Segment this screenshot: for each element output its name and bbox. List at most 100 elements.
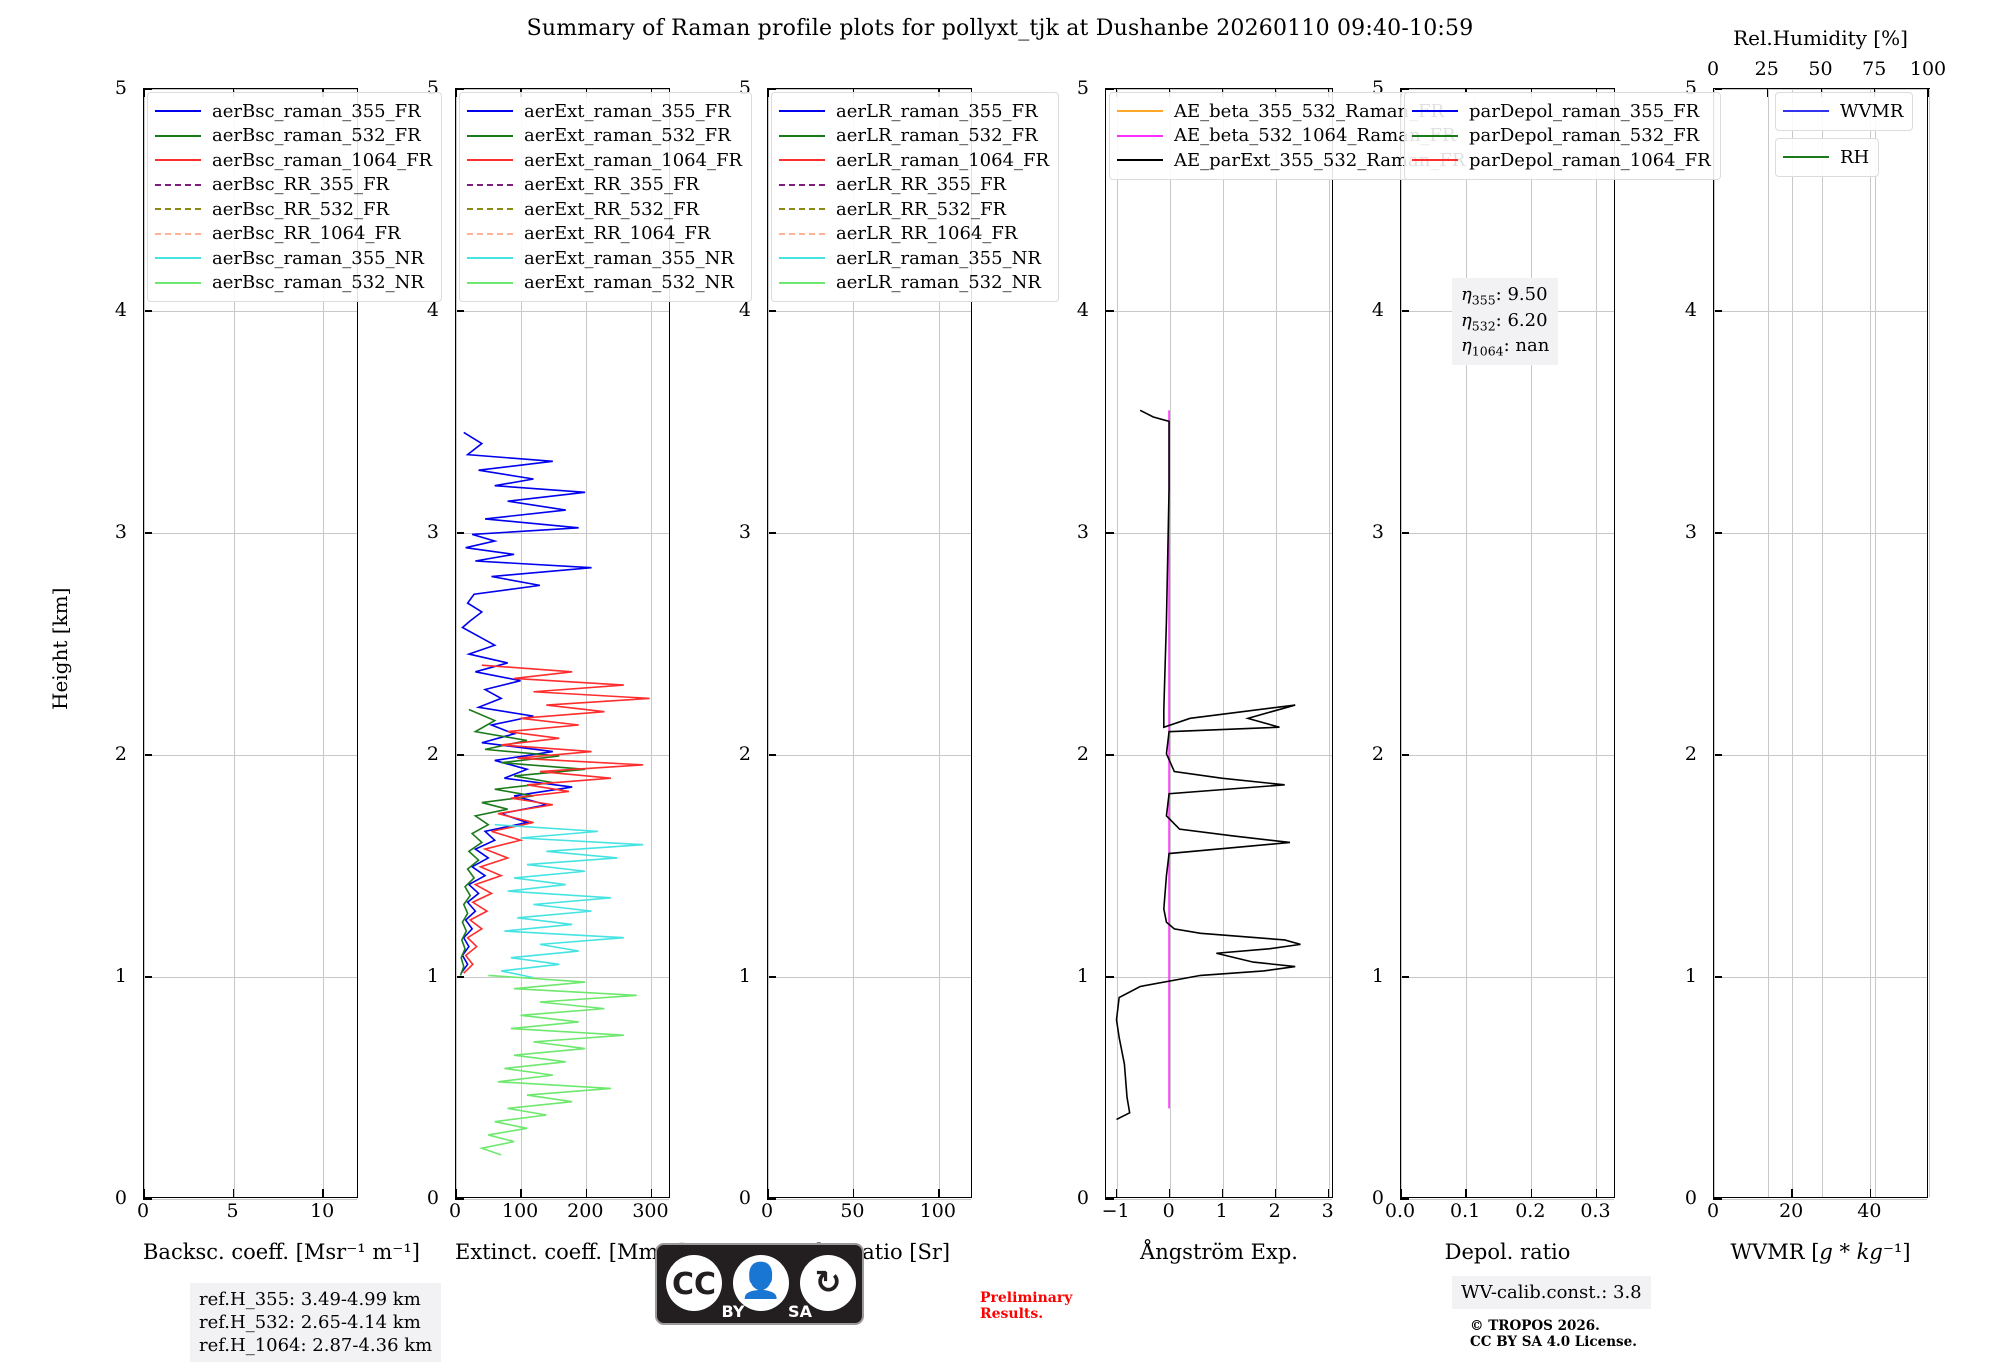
legend-item[interactable]: aerLR_raman_355_FR bbox=[779, 99, 1049, 124]
gridline-vertical bbox=[1821, 89, 1823, 1197]
gridline-horizontal bbox=[1106, 89, 1332, 90]
gridline-horizontal bbox=[1401, 755, 1614, 756]
legend-swatch-icon bbox=[467, 232, 513, 235]
legend-label: aerLR_raman_532_FR bbox=[836, 125, 1038, 147]
legend-item[interactable]: aerLR_raman_532_FR bbox=[779, 124, 1049, 149]
legend-swatch-icon bbox=[1117, 134, 1163, 137]
legend-item[interactable]: WVMR bbox=[1783, 99, 1903, 124]
legend-item[interactable]: aerLR_RR_355_FR bbox=[779, 173, 1049, 198]
legend-item[interactable]: aerLR_raman_532_NR bbox=[779, 271, 1049, 296]
legend-item[interactable]: aerExt_raman_355_FR bbox=[467, 99, 742, 124]
legend-item[interactable]: aerExt_RR_532_FR bbox=[467, 197, 742, 222]
rh-tick bbox=[1928, 88, 1930, 97]
by-icon: 👤 bbox=[733, 1255, 789, 1311]
x-tick bbox=[1115, 1189, 1118, 1198]
legend-item[interactable]: AE_beta_532_1064_Raman_FR bbox=[1117, 124, 1465, 149]
legend-item[interactable]: aerBsc_RR_1064_FR bbox=[155, 222, 432, 247]
legend-item[interactable]: aerLR_raman_355_NR bbox=[779, 246, 1049, 271]
legend-item[interactable]: parDepol_raman_1064_FR bbox=[1412, 148, 1711, 173]
gridline-vertical bbox=[1275, 89, 1277, 1197]
x-tick bbox=[1595, 1189, 1598, 1198]
y-tick-label: 4 bbox=[738, 299, 751, 321]
y-tick bbox=[1105, 310, 1114, 312]
legend-item[interactable]: parDepol_raman_355_FR bbox=[1412, 99, 1711, 124]
legend-item[interactable]: aerBsc_raman_532_FR bbox=[155, 124, 432, 149]
y-tick bbox=[767, 754, 776, 756]
legend-swatch-icon bbox=[155, 257, 201, 260]
y-tick-label: 3 bbox=[114, 521, 127, 543]
gridline-horizontal bbox=[1106, 311, 1332, 312]
legend-item[interactable]: aerLR_RR_532_FR bbox=[779, 197, 1049, 222]
legend-item[interactable]: aerExt_RR_355_FR bbox=[467, 173, 742, 198]
eta-row-355: η355: 9.50 bbox=[1461, 284, 1548, 308]
legend-item[interactable]: aerBsc_RR_355_FR bbox=[155, 173, 432, 198]
rh-tick-label: 50 bbox=[1808, 58, 1833, 80]
legend-depol-ratio[interactable]: parDepol_raman_355_FR parDepol_raman_532_… bbox=[1404, 92, 1721, 180]
legend-item[interactable]: RH bbox=[1783, 145, 1869, 170]
legend-item[interactable]: AE_parExt_355_532_Raman_FR bbox=[1117, 148, 1465, 173]
x-tick bbox=[1530, 1189, 1533, 1198]
y-tick-label: 2 bbox=[1076, 743, 1089, 765]
legend-label: aerLR_raman_532_NR bbox=[836, 272, 1041, 294]
x-tick-label: 5 bbox=[226, 1200, 239, 1222]
by-icon-glyph: 👤 bbox=[739, 1261, 783, 1301]
legend-item[interactable]: aerBsc_raman_355_NR bbox=[155, 246, 432, 271]
gridline-horizontal bbox=[1714, 755, 1927, 756]
y-tick bbox=[1713, 532, 1722, 534]
y-tick-label: 0 bbox=[1076, 1187, 1089, 1209]
y-tick-label: 0 bbox=[738, 1187, 751, 1209]
y-tick bbox=[767, 1198, 776, 1200]
y-tick bbox=[767, 532, 776, 534]
y-tick bbox=[455, 976, 464, 978]
legend-swatch-icon bbox=[467, 257, 513, 260]
cc-by-label: BY bbox=[721, 1302, 745, 1321]
legend-swatch-icon bbox=[1117, 110, 1163, 113]
legend-item[interactable]: aerBsc_RR_532_FR bbox=[155, 197, 432, 222]
legend-backscatter[interactable]: aerBsc_raman_355_FR aerBsc_raman_532_FR ae… bbox=[147, 92, 443, 302]
legend-swatch-icon bbox=[155, 183, 201, 186]
legend-item[interactable]: aerExt_raman_355_NR bbox=[467, 246, 742, 271]
x-tick-label: 20 bbox=[1779, 1200, 1804, 1222]
legend-item[interactable]: aerBsc_raman_532_NR bbox=[155, 271, 432, 296]
rh-axis-title: Rel.Humidity [%] bbox=[1733, 26, 1908, 50]
x-tick-label: 0.3 bbox=[1580, 1200, 1611, 1222]
legend-rh[interactable]: RH bbox=[1775, 138, 1880, 177]
legend-item[interactable]: aerExt_raman_532_FR bbox=[467, 124, 742, 149]
y-tick bbox=[1713, 88, 1722, 90]
gridline-horizontal bbox=[144, 89, 357, 90]
series-line bbox=[460, 431, 592, 974]
y-tick bbox=[767, 88, 776, 90]
legend-lidar-ratio[interactable]: aerLR_raman_355_FR aerLR_raman_532_FR aerL… bbox=[771, 92, 1060, 302]
gridline-vertical bbox=[323, 89, 325, 1197]
legend-swatch-icon bbox=[467, 159, 513, 162]
legend-item[interactable]: aerBsc_raman_355_FR bbox=[155, 99, 432, 124]
legend-label: aerExt_RR_355_FR bbox=[524, 174, 700, 196]
gridline-vertical bbox=[1401, 89, 1402, 1197]
legend-item[interactable]: aerExt_raman_532_NR bbox=[467, 271, 742, 296]
y-tick-label: 4 bbox=[1684, 299, 1697, 321]
legend-extinction[interactable]: aerExt_raman_355_FR aerExt_raman_532_FR ae… bbox=[459, 92, 753, 302]
x-tick bbox=[1869, 1189, 1872, 1198]
legend-label: aerExt_RR_532_FR bbox=[524, 198, 700, 220]
legend-label: aerLR_raman_355_FR bbox=[836, 100, 1038, 122]
eta-sub-355: 355 bbox=[1471, 292, 1496, 308]
legend-label: aerBsc_raman_355_NR bbox=[212, 247, 424, 269]
legend-item[interactable]: AE_beta_355_532_Raman_FR bbox=[1117, 99, 1465, 124]
wv-calib-box: WV-calib.const.: 3.8 bbox=[1452, 1276, 1651, 1310]
legend-swatch-icon bbox=[779, 183, 825, 186]
legend-item[interactable]: aerBsc_raman_1064_FR bbox=[155, 148, 432, 173]
y-tick bbox=[143, 1198, 152, 1200]
gridline-horizontal bbox=[144, 311, 357, 312]
legend-item[interactable]: aerLR_raman_1064_FR bbox=[779, 148, 1049, 173]
legend-swatch-icon bbox=[1412, 134, 1458, 137]
legend-swatch-icon bbox=[155, 281, 201, 284]
gridline-horizontal bbox=[456, 1199, 669, 1200]
legend-item[interactable]: parDepol_raman_532_FR bbox=[1412, 124, 1711, 149]
legend-item[interactable]: aerExt_RR_1064_FR bbox=[467, 222, 742, 247]
y-tick-label: 3 bbox=[1076, 521, 1089, 543]
legend-item[interactable]: aerExt_raman_1064_FR bbox=[467, 148, 742, 173]
legend-wvmr[interactable]: WVMR bbox=[1775, 92, 1914, 131]
x-axis-title: Backsc. coeff. [Msr⁻¹ m⁻¹] bbox=[143, 1240, 420, 1264]
copyright-line1: © TROPOS 2026. bbox=[1470, 1318, 1600, 1334]
legend-item[interactable]: aerLR_RR_1064_FR bbox=[779, 222, 1049, 247]
